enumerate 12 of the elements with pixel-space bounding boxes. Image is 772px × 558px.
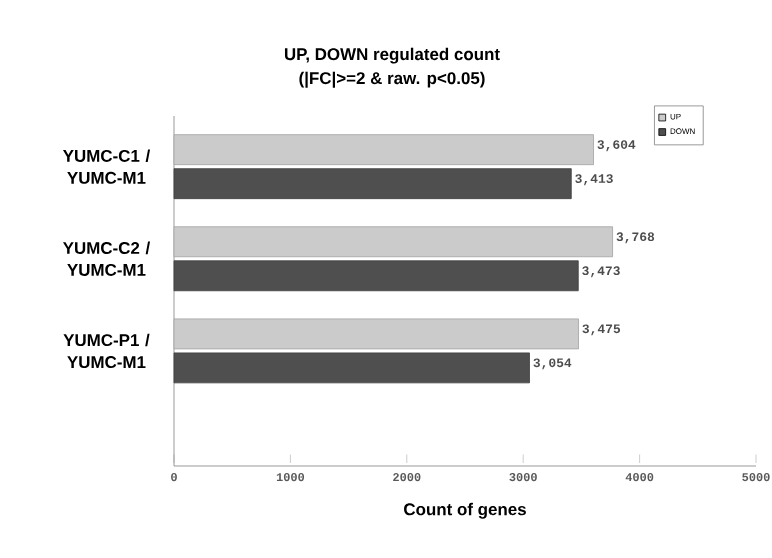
bar bbox=[173, 226, 613, 258]
y-tick-label: YUMC-P1 / YUMC-M1 bbox=[63, 333, 150, 369]
bar bbox=[173, 134, 594, 166]
y-tick-label: YUMC-C1 / YUMC-M1 bbox=[62, 149, 151, 184]
bar bbox=[173, 168, 572, 200]
x-axis-title: Count of genes bbox=[404, 502, 526, 519]
bar bbox=[173, 260, 579, 292]
chart-subtitle: (|FC|>=2 & raw. p<0.05) bbox=[299, 71, 485, 88]
y-tick-label: YUMC-C2 / YUMC-M1 bbox=[62, 241, 151, 276]
bar bbox=[173, 318, 579, 350]
bar bbox=[173, 352, 530, 384]
chart-title: UP, DOWN regulated count bbox=[284, 47, 500, 64]
